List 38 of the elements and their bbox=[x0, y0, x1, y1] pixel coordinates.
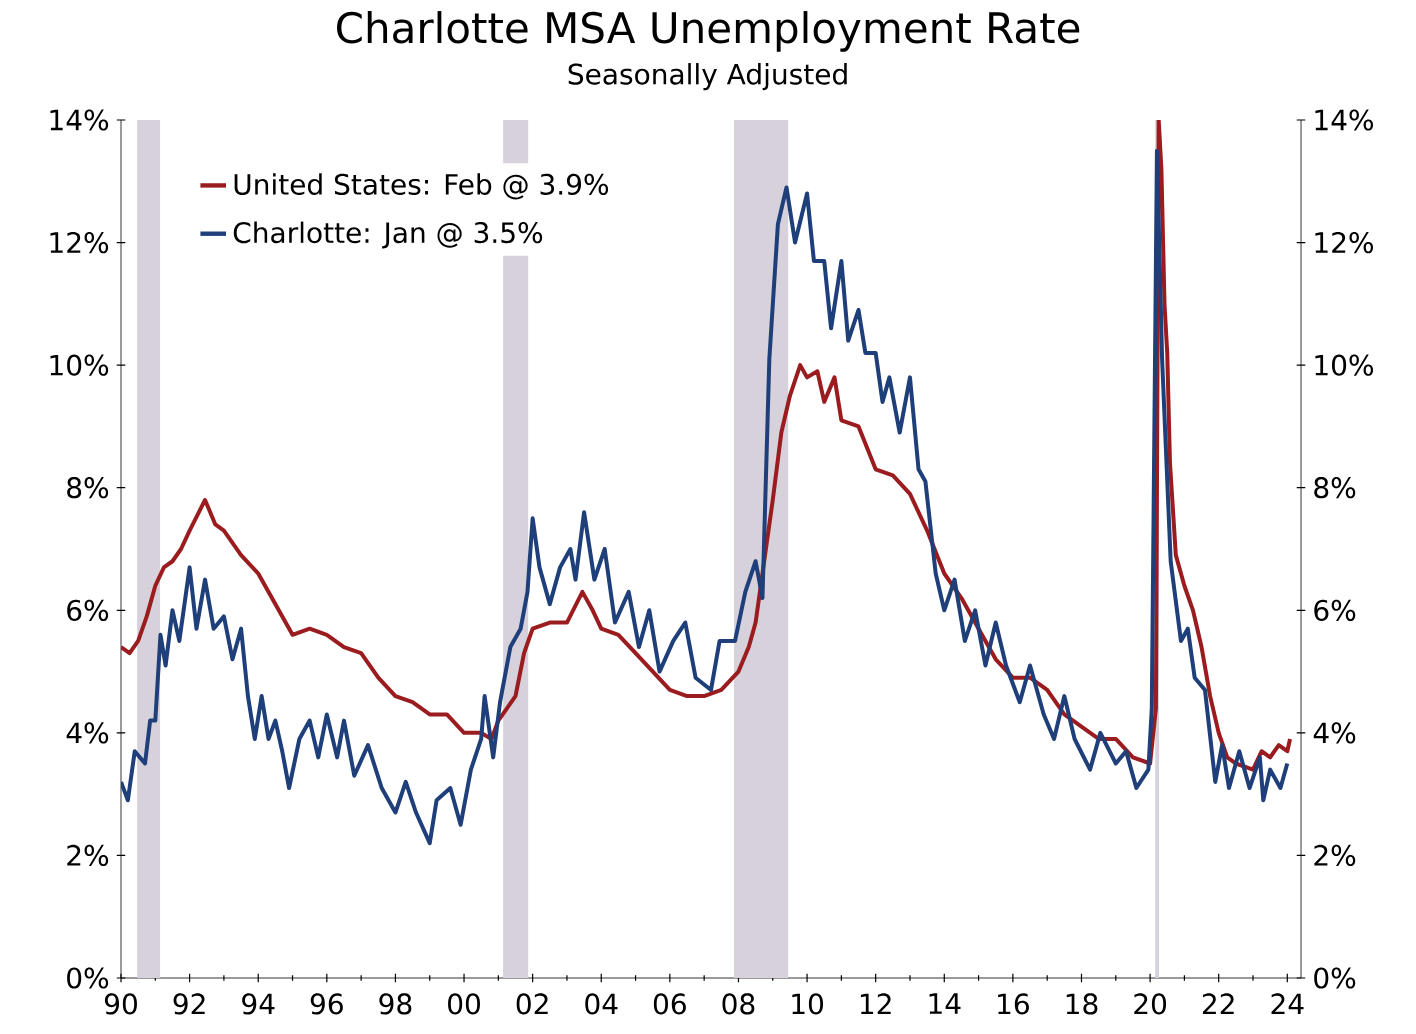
x-tick-label: 96 bbox=[310, 993, 343, 1015]
x-tick-label: 16 bbox=[998, 993, 1029, 1015]
y-tick-label: 6% bbox=[67, 599, 109, 621]
y-tick-label: 14% bbox=[50, 109, 109, 131]
x-tick-label: 92 bbox=[173, 993, 205, 1015]
x-tick-label: 02 bbox=[516, 993, 548, 1015]
x-tick-label: 98 bbox=[379, 993, 412, 1015]
y2-tick-label: 8% bbox=[1314, 477, 1356, 499]
y2-tick-label: 0% bbox=[1314, 967, 1356, 989]
y2-tick-label: 14% bbox=[1315, 109, 1374, 131]
x-tick-label: 20 bbox=[1134, 993, 1167, 1015]
chart-subtitle: Seasonally Adjusted bbox=[568, 63, 847, 91]
y2-tick-label: 2% bbox=[1314, 844, 1356, 867]
x-tick-label: 24 bbox=[1271, 993, 1304, 1015]
y-tick-label: 12% bbox=[50, 231, 109, 254]
y2-tick-label: 4% bbox=[1313, 722, 1356, 744]
y-tick-label: 0% bbox=[67, 967, 109, 989]
y-tick-label: 4% bbox=[66, 722, 109, 744]
x-tick-label: 06 bbox=[653, 993, 686, 1015]
x-tick-label: 14 bbox=[929, 993, 961, 1014]
x-tick-label: 22 bbox=[1202, 993, 1234, 1015]
y-tick-label: 2% bbox=[67, 844, 109, 867]
x-tick-label: 90 bbox=[104, 993, 137, 1015]
legend-label: Charlotte: Jan @ 3.5% bbox=[233, 221, 543, 249]
x-tick-label: 10 bbox=[792, 993, 824, 1015]
x-tick-label: 12 bbox=[860, 993, 891, 1015]
y2-tick-label: 10% bbox=[1315, 354, 1374, 376]
legend-label: United States: Feb @ 3.9% bbox=[234, 173, 609, 200]
y-tick-label: 10% bbox=[50, 354, 109, 376]
x-tick-label: 18 bbox=[1066, 993, 1098, 1015]
x-tick-label: 00 bbox=[448, 993, 480, 1015]
chart-title: Charlotte MSA Unemployment Rate bbox=[337, 11, 1080, 52]
x-tick-label: 94 bbox=[242, 993, 275, 1015]
y2-tick-label: 6% bbox=[1314, 599, 1356, 621]
y2-tick-label: 12% bbox=[1315, 231, 1374, 254]
x-tick-label: 08 bbox=[722, 993, 755, 1015]
x-tick-label: 04 bbox=[585, 993, 618, 1015]
y-tick-label: 8% bbox=[67, 477, 109, 499]
